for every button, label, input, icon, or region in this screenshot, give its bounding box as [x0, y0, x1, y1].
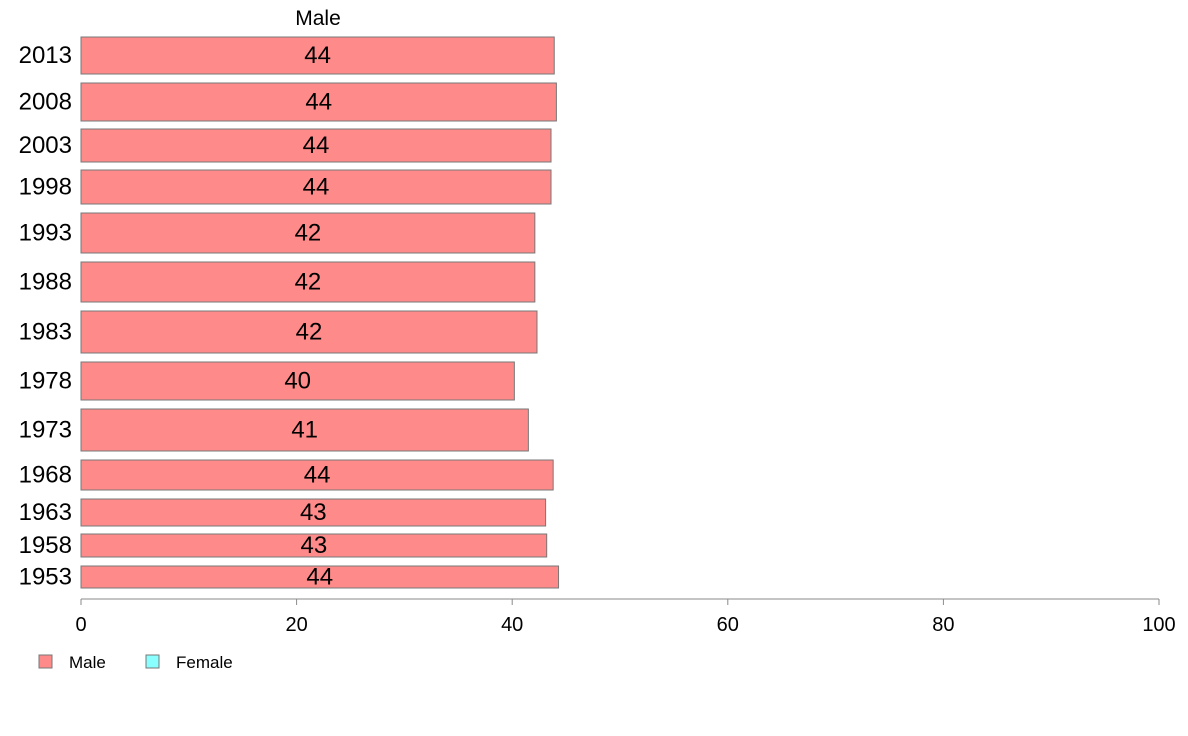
bar [80, 128, 552, 163]
x-tick-label: 0 [75, 614, 86, 636]
bar [80, 498, 547, 527]
data-label: 44 [306, 564, 333, 591]
x-tick-label: 40 [501, 614, 523, 636]
legend: Male Female [38, 653, 233, 672]
category-label: 1958 [19, 532, 72, 559]
data-label: 44 [304, 462, 331, 489]
data-label: 44 [304, 42, 331, 69]
data-label: 44 [305, 89, 332, 116]
data-label: 43 [300, 499, 327, 526]
data-label: 40 [284, 368, 311, 395]
bar [80, 36, 555, 75]
x-tick-label: 80 [932, 614, 954, 636]
legend-swatch [145, 654, 160, 669]
category-label: 1968 [19, 462, 72, 489]
data-label: 41 [291, 417, 318, 444]
bar [80, 82, 557, 122]
category-label: 1983 [19, 319, 72, 346]
bar [80, 459, 554, 491]
data-label: 44 [303, 174, 330, 201]
category-label: 1973 [19, 417, 72, 444]
category-label: 2003 [19, 132, 72, 159]
x-tick-label: 20 [285, 614, 307, 636]
category-label: 2013 [19, 42, 72, 69]
panel-title: Male [295, 7, 341, 30]
data-label: 42 [296, 319, 323, 346]
data-label: 42 [295, 269, 322, 296]
legend-swatch [38, 654, 53, 669]
category-label: 1998 [19, 174, 72, 201]
category-label: 2008 [19, 89, 72, 116]
bar [80, 565, 560, 589]
category-label: 1963 [19, 499, 72, 526]
x-axis: 0 20 40 60 80 100 [75, 598, 1176, 636]
bars-layer: 2013 44 2008 44 2003 44 1998 44 1993 42 1988 42 1983… [19, 36, 560, 591]
bar [80, 533, 548, 558]
category-label: 1953 [19, 564, 72, 591]
legend-label: Female [176, 653, 233, 672]
data-label: 43 [300, 532, 327, 559]
data-label: 42 [295, 220, 322, 247]
category-label: 1993 [19, 220, 72, 247]
bar [80, 261, 536, 303]
bar [80, 361, 515, 401]
legend-label: Male [69, 653, 106, 672]
data-label: 44 [303, 132, 330, 159]
bar [80, 212, 536, 254]
bar [80, 408, 529, 452]
x-tick-label: 60 [717, 614, 739, 636]
x-tick-label: 100 [1142, 614, 1175, 636]
category-label: 1988 [19, 269, 72, 296]
bar [80, 310, 538, 354]
category-label: 1978 [19, 368, 72, 395]
bar [80, 169, 552, 205]
